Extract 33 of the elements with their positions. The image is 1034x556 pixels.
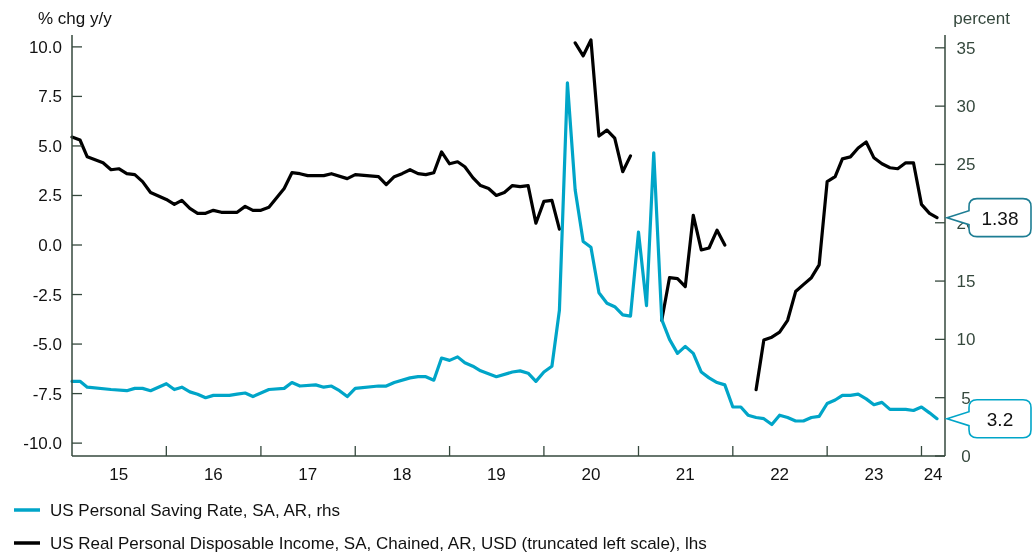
x-tick-label: 22 bbox=[770, 465, 790, 484]
y-tick-label: -7.5 bbox=[32, 384, 62, 404]
y-tick-label: 7.5 bbox=[38, 87, 62, 107]
x-tick-label: 15 bbox=[109, 465, 129, 484]
x-tick-label: 19 bbox=[486, 465, 506, 484]
legend-label: US Personal Saving Rate, SA, AR, rhs bbox=[50, 501, 341, 520]
legend-label: US Real Personal Disposable Income, SA, Chained, AR, USD (truncated left scale), lhs bbox=[50, 534, 707, 553]
y-tick-label: 5.0 bbox=[38, 136, 62, 156]
text: 3.2 bbox=[986, 408, 1014, 430]
y-tick-label: -2.5 bbox=[32, 285, 62, 305]
y2-axis-title: percent bbox=[953, 9, 1011, 28]
x-tick-label: 21 bbox=[675, 465, 695, 484]
y-tick-label: 0.0 bbox=[38, 236, 62, 255]
y-axis-title: % chg y/y bbox=[38, 9, 113, 28]
x-tick-label: 23 bbox=[864, 465, 884, 484]
text: 1.38 bbox=[981, 207, 1019, 229]
y2-tick-label: 10 bbox=[956, 330, 976, 350]
line-series bbox=[70, 81, 939, 427]
y2-tick-label: 0 bbox=[961, 447, 971, 466]
x-tick-label: 18 bbox=[392, 465, 412, 484]
y2-tick-label: 35 bbox=[956, 38, 976, 58]
x-tick-label: 17 bbox=[298, 465, 318, 484]
y2-tick-label: 15 bbox=[956, 272, 976, 292]
y-tick-label: 2.5 bbox=[38, 186, 62, 206]
y2-tick-label: 25 bbox=[956, 155, 976, 175]
x-tick-label: 24 bbox=[923, 465, 943, 484]
y2-tick-label: 30 bbox=[956, 97, 976, 117]
y2-tick-label: 5 bbox=[961, 388, 971, 408]
x-tick-label: 16 bbox=[203, 465, 223, 484]
y-tick-label: -10.0 bbox=[23, 434, 62, 454]
y-tick-label: -5.0 bbox=[32, 335, 62, 355]
y-tick-label: 10.0 bbox=[28, 37, 62, 57]
x-tick-label: 20 bbox=[581, 465, 601, 484]
